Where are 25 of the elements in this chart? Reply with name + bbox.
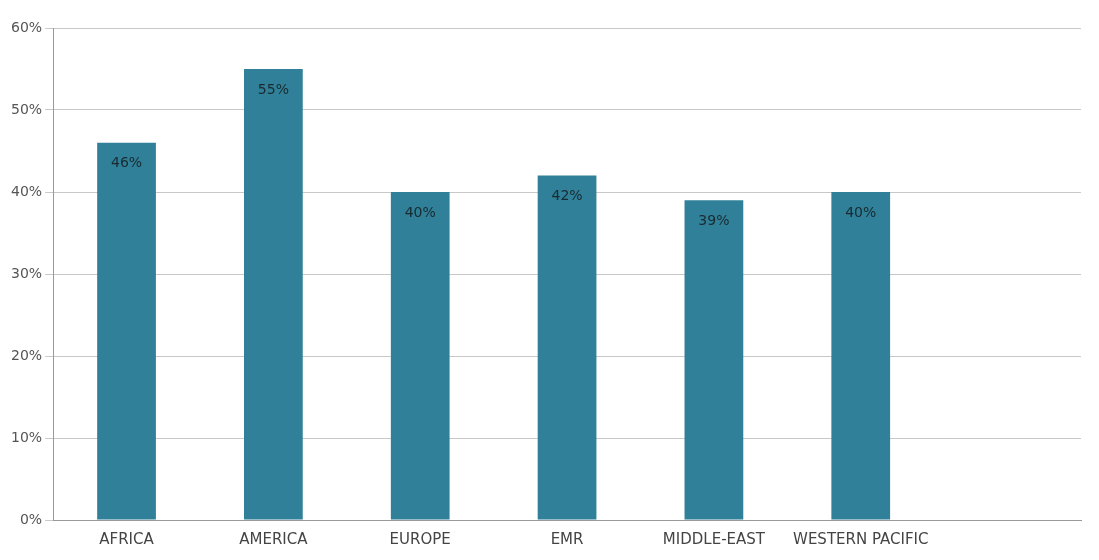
bar [244, 69, 303, 520]
y-tick-label: 40% [10, 182, 43, 199]
x-tick-label: AFRICA [99, 529, 155, 548]
x-tick-label: EUROPE [389, 529, 451, 548]
y-tick-label: 60% [10, 18, 43, 35]
data-label: 42% [551, 187, 583, 204]
y-tick-label: 30% [10, 264, 43, 281]
x-tick-label: EMR [550, 529, 584, 548]
data-label: 40% [845, 203, 877, 220]
bar [684, 200, 744, 520]
x-tick-label: WESTERN PACIFIC [793, 529, 929, 548]
bar [831, 192, 891, 520]
x-tick-label: AMERICA [239, 529, 309, 548]
data-label: 40% [404, 203, 436, 220]
y-tick-label: 0% [19, 510, 43, 527]
x-tick-label: MIDDLE-EAST [662, 529, 766, 548]
bar [97, 142, 156, 520]
data-label: 39% [698, 211, 730, 228]
data-label: 46% [110, 154, 143, 171]
bar [390, 192, 450, 520]
y-tick-label: 10% [10, 428, 43, 445]
y-tick-label: 20% [10, 346, 43, 363]
bar [537, 175, 597, 520]
data-label: 55% [257, 80, 289, 97]
y-tick-label: 50% [10, 100, 43, 117]
